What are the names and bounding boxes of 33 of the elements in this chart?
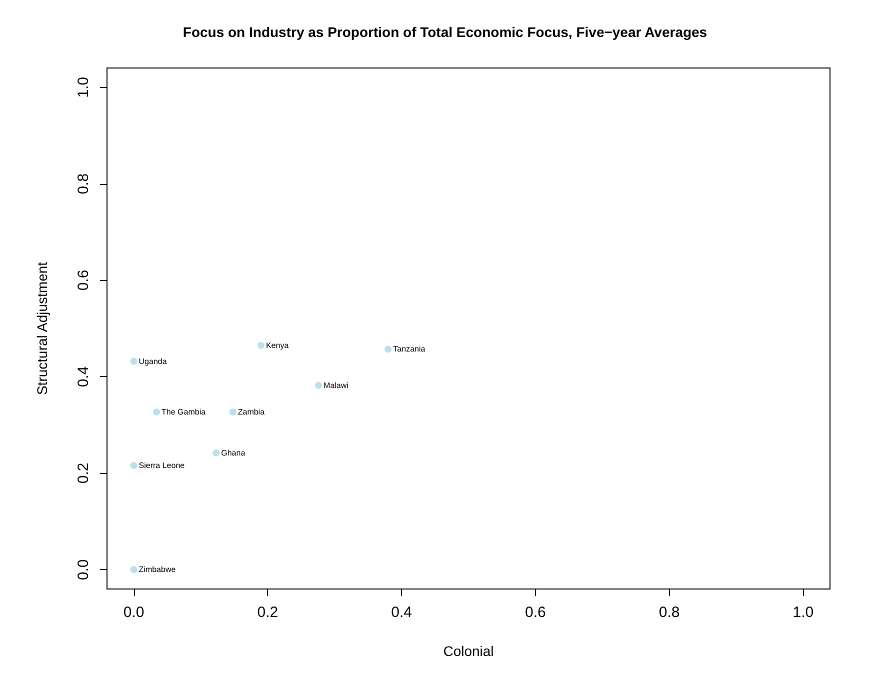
point: [315, 382, 322, 389]
x-tick-label: 0.8: [658, 604, 680, 621]
annotation: Tanzania: [393, 344, 426, 354]
annotation: Uganda: [138, 356, 168, 366]
annotation: Sierra Leone: [138, 461, 186, 470]
x-axis-title: Colonial: [443, 643, 494, 659]
x-tick-label: 0.2: [257, 604, 278, 621]
y-axis-title: Structural Adjustment: [34, 262, 50, 396]
annotation: The Gambia: [162, 407, 206, 416]
x-tick-label: 1.0: [792, 604, 814, 621]
annotation: Zimbabwe: [138, 565, 176, 574]
y-tick-label: 0.6: [75, 270, 92, 291]
x-tick-label: 0.0: [123, 604, 144, 621]
y-tick-label: 0.8: [75, 173, 92, 194]
annotation: Zambia: [238, 407, 266, 416]
point: [130, 462, 138, 469]
point: [257, 342, 264, 349]
y-tick-label: 0.0: [75, 559, 92, 580]
annotation: Kenya: [266, 340, 290, 350]
x-tick-label: 0.4: [391, 604, 412, 621]
point: [384, 346, 392, 353]
y-tick-label: 0.4: [75, 366, 92, 388]
annotation: Malawi: [324, 380, 349, 390]
y-tick-label: 0.2: [75, 462, 92, 484]
x-tick-label: 0.6: [525, 604, 546, 621]
point: [212, 449, 220, 456]
point: [153, 408, 160, 416]
annotation: Ghana: [221, 448, 246, 458]
y-tick-label: 1.0: [75, 76, 92, 98]
point: [130, 358, 138, 365]
point: [229, 408, 236, 416]
point: [130, 566, 138, 574]
chart-title: Focus on Industry as Proportion of Total Economic Focus, Five−year Averages: [182, 24, 708, 40]
